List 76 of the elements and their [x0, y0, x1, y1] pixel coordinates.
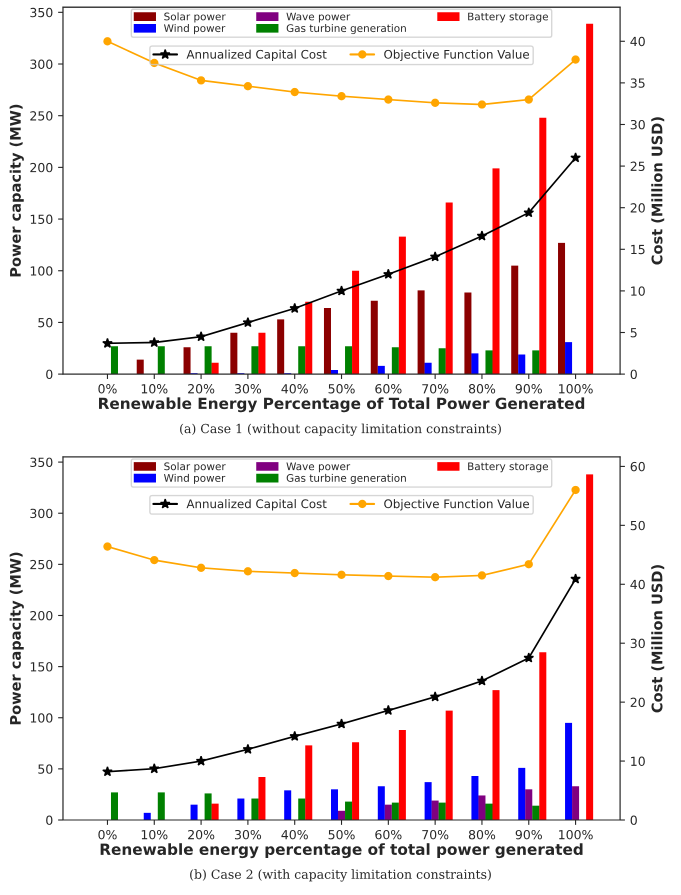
- y2-tick-label: 50: [630, 520, 645, 530]
- y2-tick-label: 25: [630, 162, 645, 172]
- y2-tick-label: 30: [630, 120, 645, 130]
- y-tick-label: 0: [46, 815, 52, 825]
- legend-label: Wave power: [286, 462, 350, 472]
- y2-tick-label: 20: [630, 698, 645, 708]
- legend-label: Gas turbine generation: [286, 474, 406, 484]
- y-tick-label: 150: [30, 214, 52, 224]
- x-tick-label: 0%: [98, 830, 117, 840]
- x-tick-label: 20%: [188, 384, 214, 394]
- y-tick-label: 100: [30, 713, 52, 723]
- y-tick-label: 350: [30, 458, 52, 468]
- x-tick-label: 40%: [281, 384, 308, 394]
- x-axis-title: Renewable energy percentage of total power generated: [100, 843, 582, 858]
- legend-label: Annualized Capital Cost: [186, 50, 327, 62]
- x-tick-label: 40%: [281, 830, 308, 840]
- x-tick-label: 50%: [328, 830, 355, 840]
- y-tick-label: 150: [30, 662, 52, 672]
- x-tick-label: 100%: [559, 384, 593, 394]
- x-tick-label: 20%: [188, 830, 214, 840]
- y2-tick-label: 10: [631, 286, 645, 296]
- y-tick-label: 50: [38, 318, 52, 328]
- y-tick-label: 50: [38, 764, 52, 774]
- y-tick-label: 200: [30, 162, 52, 172]
- legend-label: Wind power: [164, 474, 226, 484]
- y-tick-label: 350: [30, 8, 52, 18]
- legend-label: Solar power: [164, 462, 226, 472]
- y2-tick-label: 0: [630, 370, 637, 380]
- legend-label: Battery storage: [468, 462, 548, 472]
- y-tick-label: 250: [30, 560, 52, 570]
- y-tick-label: 200: [30, 610, 52, 620]
- text: (b) Case 2 (with capacity limitation constraints): [190, 869, 491, 882]
- x-tick-label: 30%: [234, 830, 262, 840]
- x-tick-label: 80%: [468, 830, 496, 840]
- y2-tick-label: 35: [630, 78, 645, 88]
- legend-label: Objective Function Value: [384, 499, 530, 511]
- y2-tick-label: 15: [631, 244, 645, 254]
- y-tick-label: 300: [30, 508, 52, 518]
- legend-label: Wave power: [286, 12, 350, 22]
- y-tick-label: 300: [30, 59, 52, 69]
- x-tick-label: 70%: [422, 830, 448, 840]
- legend-label: Gas turbine generation: [286, 24, 406, 34]
- y-tick-label: 100: [30, 266, 52, 276]
- text: (a) Case 1 (without capacity limitation constraints): [180, 424, 501, 436]
- y-axis-title: Power capacity (MW): [10, 104, 24, 276]
- y2-tick-label: 40: [630, 580, 645, 590]
- x-tick-label: 10%: [142, 384, 168, 394]
- legend-label: Battery storage: [468, 12, 548, 22]
- y2-tick-label: 10: [631, 756, 645, 766]
- x-tick-label: 60%: [375, 384, 402, 394]
- y2-axis-title: Cost (Million USD): [651, 565, 664, 712]
- legend-label: Wind power: [164, 24, 226, 34]
- y-tick-label: 250: [30, 111, 52, 121]
- y-tick-label: 0: [46, 370, 52, 380]
- x-tick-label: 100%: [559, 830, 593, 840]
- y2-axis-title: Cost (Million USD): [651, 117, 664, 265]
- legend-label: Annualized Capital Cost: [186, 499, 327, 511]
- x-tick-label: 90%: [516, 384, 542, 394]
- y2-tick-label: 0: [630, 815, 637, 825]
- legend-label: Solar power: [164, 12, 226, 22]
- x-tick-label: 30%: [234, 384, 262, 394]
- legend-label: Objective Function Value: [384, 50, 530, 62]
- y2-tick-label: 40: [630, 36, 645, 46]
- y2-tick-label: 5: [630, 328, 637, 338]
- x-axis-title: Renewable Energy Percentage of Total Power Generated: [99, 397, 584, 412]
- x-tick-label: 0%: [98, 384, 117, 394]
- x-tick-label: 70%: [422, 384, 448, 394]
- x-tick-label: 80%: [468, 384, 496, 394]
- x-tick-label: 60%: [375, 830, 402, 840]
- x-tick-label: 50%: [328, 384, 355, 394]
- x-tick-label: 10%: [142, 830, 168, 840]
- x-tick-label: 90%: [516, 830, 542, 840]
- y-axis-title: Power capacity (MW): [10, 552, 24, 724]
- y2-tick-label: 20: [630, 203, 645, 213]
- y2-tick-label: 30: [630, 638, 645, 648]
- y2-tick-label: 60: [630, 462, 645, 472]
